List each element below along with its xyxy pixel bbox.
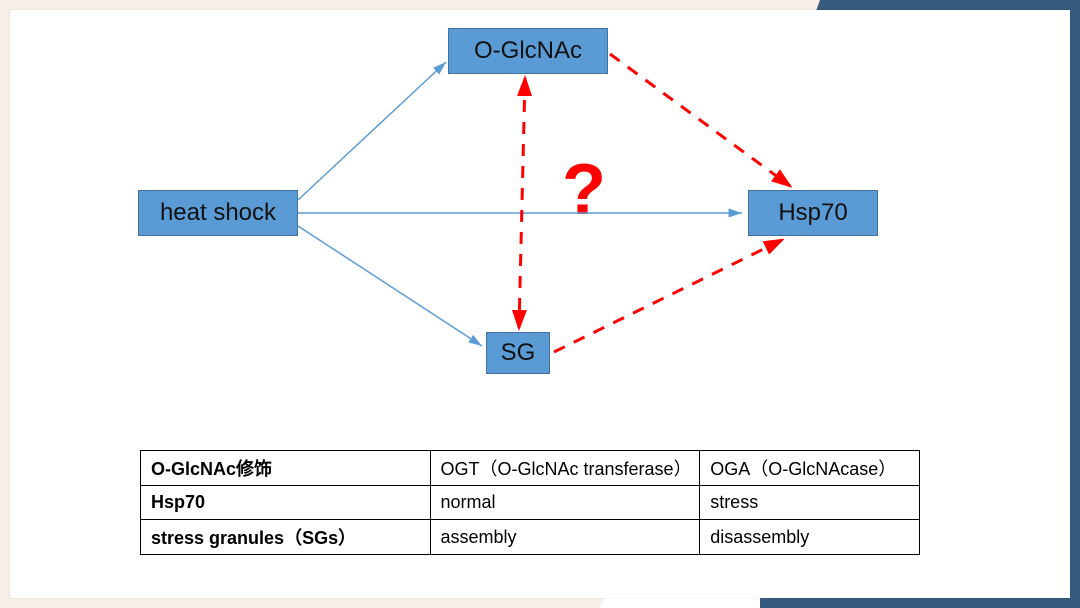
question-mark: ?	[562, 154, 606, 226]
node-sg: SG	[486, 332, 550, 374]
legend-table: O-GlcNAc修饰OGT（O-GlcNAc transferase）OGA（O…	[140, 450, 920, 555]
table-cell: stress granules（SGs）	[141, 520, 431, 555]
table-cell: assembly	[430, 520, 700, 555]
table-cell: O-GlcNAc修饰	[141, 451, 431, 486]
slide: heat shock O-GlcNAc SG Hsp70 ? O-G	[10, 10, 1070, 598]
table-cell: disassembly	[700, 520, 920, 555]
arrow-solid-0	[298, 62, 446, 200]
table-row: Hsp70normalstress	[141, 486, 920, 520]
node-o-glcnac: O-GlcNAc	[448, 28, 608, 74]
table-row: stress granules（SGs）assemblydisassembly	[141, 520, 920, 555]
arrow-dashed-0	[610, 54, 790, 186]
page: heat shock O-GlcNAc SG Hsp70 ? O-G	[0, 0, 1080, 608]
node-o-glcnac-label: O-GlcNAc	[474, 37, 582, 65]
node-heat-shock: heat shock	[138, 190, 298, 236]
table-row: O-GlcNAc修饰OGT（O-GlcNAc transferase）OGA（O…	[141, 451, 920, 486]
arrows-group	[298, 54, 790, 352]
arrow-solid-2	[298, 226, 482, 346]
node-hsp70-label: Hsp70	[778, 199, 847, 227]
node-hsp70: Hsp70	[748, 190, 878, 236]
arrow-dashed-1	[554, 240, 782, 352]
legend-table-body: O-GlcNAc修饰OGT（O-GlcNAc transferase）OGA（O…	[141, 451, 920, 555]
table-cell: OGT（O-GlcNAc transferase）	[430, 451, 700, 486]
table-cell: stress	[700, 486, 920, 520]
table-cell: OGA（O-GlcNAcase）	[700, 451, 920, 486]
node-heat-shock-label: heat shock	[160, 199, 276, 227]
table-cell: normal	[430, 486, 700, 520]
arrow-dashed-double-0	[519, 78, 525, 328]
node-sg-label: SG	[501, 339, 536, 367]
table-cell: Hsp70	[141, 486, 431, 520]
